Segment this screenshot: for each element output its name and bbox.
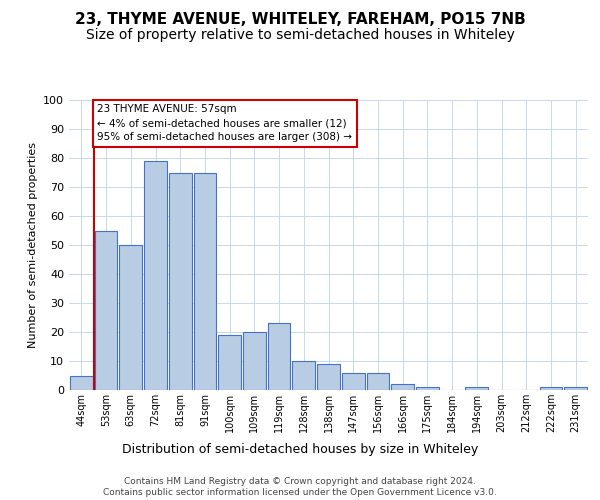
Bar xyxy=(95,230,118,390)
Bar xyxy=(169,172,191,390)
Bar xyxy=(243,332,266,390)
Text: Contains HM Land Registry data © Crown copyright and database right 2024.
Contai: Contains HM Land Registry data © Crown c… xyxy=(103,478,497,497)
Bar xyxy=(218,335,241,390)
Bar xyxy=(466,387,488,390)
Bar xyxy=(194,172,216,390)
Bar xyxy=(292,361,315,390)
Bar xyxy=(539,387,562,390)
Bar xyxy=(268,324,290,390)
Y-axis label: Number of semi-detached properties: Number of semi-detached properties xyxy=(28,142,38,348)
Bar xyxy=(70,376,93,390)
Bar xyxy=(119,245,142,390)
Text: Size of property relative to semi-detached houses in Whiteley: Size of property relative to semi-detach… xyxy=(86,28,514,42)
Text: Distribution of semi-detached houses by size in Whiteley: Distribution of semi-detached houses by … xyxy=(122,442,478,456)
Bar xyxy=(564,387,587,390)
Bar xyxy=(391,384,414,390)
Bar xyxy=(416,387,439,390)
Bar xyxy=(367,372,389,390)
Text: 23, THYME AVENUE, WHITELEY, FAREHAM, PO15 7NB: 23, THYME AVENUE, WHITELEY, FAREHAM, PO1… xyxy=(74,12,526,28)
Bar xyxy=(342,372,365,390)
Bar xyxy=(317,364,340,390)
Bar xyxy=(144,161,167,390)
Text: 23 THYME AVENUE: 57sqm
← 4% of semi-detached houses are smaller (12)
95% of semi: 23 THYME AVENUE: 57sqm ← 4% of semi-deta… xyxy=(97,104,352,142)
